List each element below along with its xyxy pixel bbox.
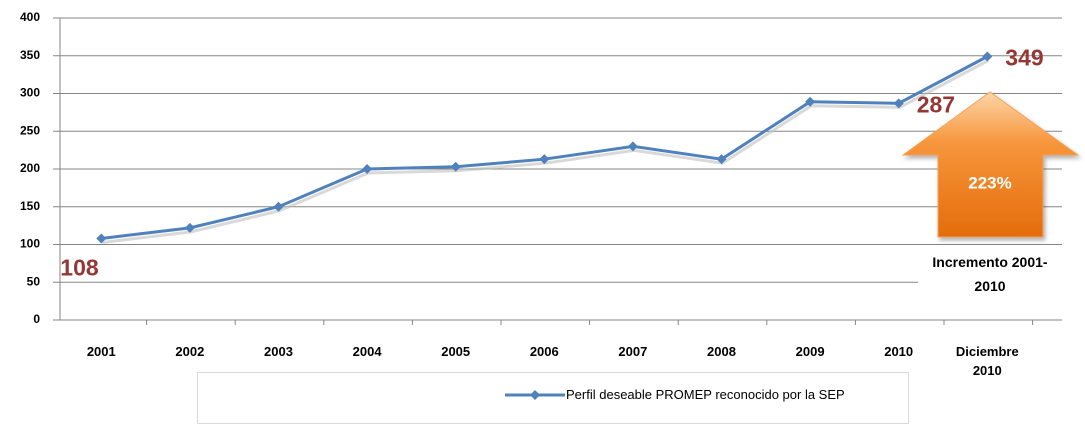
x-tick-label: 2010 — [884, 344, 914, 359]
point-marker — [805, 96, 816, 107]
y-tick-label: 50 — [27, 274, 41, 288]
x-tick-label: 2006 — [529, 344, 559, 359]
arrow-label: 223% — [968, 173, 1011, 192]
x-tick-label: Diciembre 2010 — [955, 344, 1019, 378]
y-tick-label: 350 — [20, 48, 40, 62]
point-marker — [450, 161, 461, 172]
grid: 0 50 100 150 200 250 300 350 400 — [20, 10, 1062, 326]
line-shadow — [102, 59, 990, 244]
annotation-note: Incremento 2001-2010 — [918, 246, 1062, 302]
x-tick-label: 2001 — [86, 344, 116, 359]
point-marker — [539, 154, 550, 165]
legend-marker — [530, 390, 540, 400]
y-tick-label: 300 — [20, 86, 40, 100]
increase-arrow — [901, 91, 1080, 238]
point-marker — [893, 98, 904, 109]
x-tick-label: 2003 — [264, 344, 293, 359]
data-label: 349 — [1005, 45, 1043, 71]
y-tick-label: 200 — [20, 161, 40, 175]
x-tick-label: 2009 — [795, 344, 825, 359]
x-tick-label: 2007 — [618, 344, 648, 359]
y-tick-label: 100 — [20, 237, 40, 251]
y-tick-label: 400 — [20, 10, 40, 24]
legend-box — [197, 372, 909, 424]
series-line — [101, 55, 989, 240]
point-marker — [982, 51, 993, 62]
data-label: 287 — [917, 91, 955, 117]
point-marker — [627, 141, 638, 152]
point-marker — [273, 201, 284, 212]
x-tick-label: 2002 — [175, 344, 205, 359]
y-tick-label: 0 — [33, 312, 40, 326]
x-tick-label: 2005 — [441, 344, 471, 359]
x-tick-label: 2004 — [352, 344, 382, 359]
legend-label: Perfil deseable PROMEP reconocido por la… — [566, 387, 845, 402]
point-marker — [362, 164, 373, 174]
x-tick-label: 2008 — [707, 344, 736, 359]
point-marker — [96, 233, 107, 244]
point-marker — [184, 222, 195, 233]
y-tick-label: 150 — [20, 199, 40, 213]
point-marker — [716, 154, 727, 165]
data-label: 108 — [60, 255, 99, 281]
y-tick-label: 250 — [20, 123, 40, 137]
